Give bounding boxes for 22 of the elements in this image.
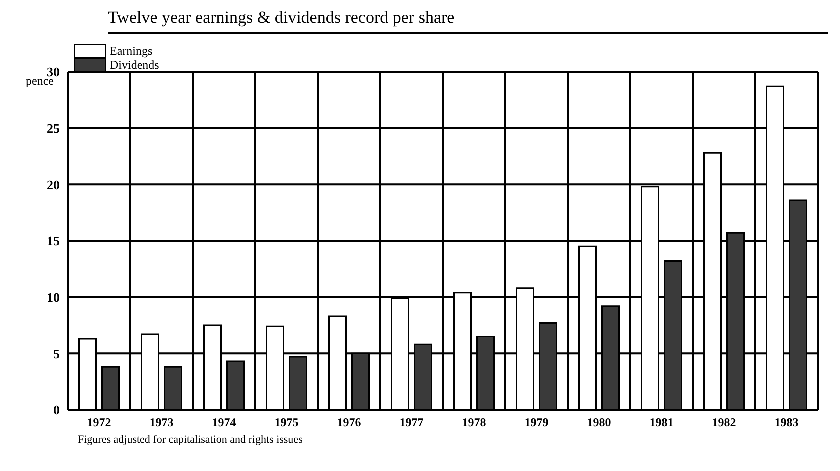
x-tick-label: 1979: [524, 416, 549, 430]
x-tick-label: 1983: [774, 416, 799, 430]
x-tick-label: 1975: [274, 416, 299, 430]
text: Figures adjusted for capitalisation and rights issues: [78, 434, 304, 446]
x-tick-label: 1972: [87, 416, 112, 430]
x-tick-label: 1980: [587, 416, 612, 430]
y-tick-label: 10: [47, 290, 60, 305]
x-tick-label: 1976: [337, 416, 362, 430]
x-tick-label: 1982: [712, 416, 736, 430]
y-tick-label: 15: [47, 234, 60, 249]
y-tick-label: 25: [47, 120, 60, 136]
legend-label: Dividends: [110, 58, 160, 72]
x-tick-label: 1977: [400, 416, 424, 430]
x-tick-label: 1981: [650, 416, 674, 430]
y-tick-label: 0: [54, 402, 60, 418]
x-tick-label: 1973: [150, 416, 174, 430]
y-tick-label: 5: [54, 346, 60, 362]
y-tick-label: 20: [47, 177, 60, 192]
x-tick-label: 1978: [462, 416, 486, 430]
chart-title: Twelve year earnings & dividends record per share: [108, 8, 828, 34]
x-tick-label: 1974: [212, 416, 236, 430]
legend-label: Earnings: [110, 44, 153, 58]
